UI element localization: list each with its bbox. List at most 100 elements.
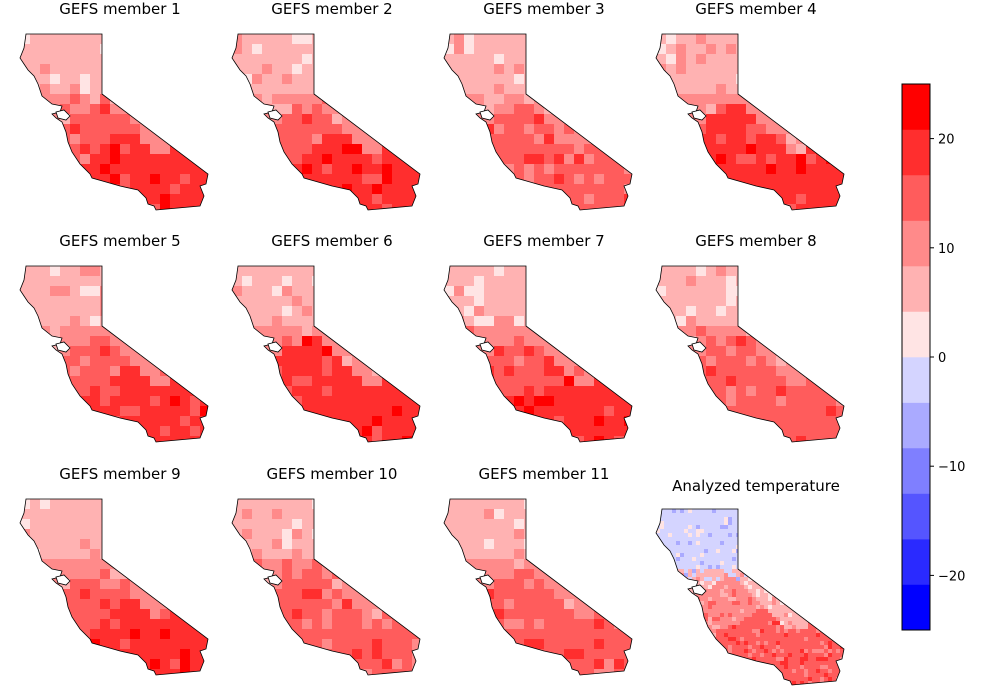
grid-cell <box>342 569 353 580</box>
grid-cell <box>712 537 717 542</box>
grid-cell <box>816 144 827 155</box>
grid-cell <box>604 436 615 442</box>
grid-cell <box>30 174 41 185</box>
grid-cell <box>666 326 677 337</box>
grid-cell <box>30 579 41 590</box>
grid-cell <box>796 44 807 55</box>
grid-cell <box>200 114 208 125</box>
grid-cell <box>594 336 605 347</box>
grid-cell <box>232 114 243 125</box>
grid-cell <box>484 64 495 75</box>
grid-cell <box>302 84 313 95</box>
grid-cell <box>604 134 615 145</box>
grid-cell <box>534 204 545 210</box>
grid-cell <box>80 639 91 650</box>
grid-cell <box>120 94 131 105</box>
grid-cell <box>804 553 809 558</box>
grid-cell <box>832 565 837 570</box>
grid-cell <box>656 436 667 442</box>
grid-cell <box>110 266 121 277</box>
grid-cell <box>614 296 625 307</box>
grid-cell <box>728 521 733 526</box>
grid-cell <box>604 316 615 327</box>
grid-cell <box>20 306 31 317</box>
grid-cell <box>180 336 191 347</box>
grid-cell <box>504 346 515 357</box>
grid-cell <box>110 669 121 675</box>
grid-cell <box>40 499 51 510</box>
grid-cell <box>150 54 161 65</box>
grid-cell <box>140 184 151 195</box>
grid-cell <box>120 376 131 387</box>
grid-cell <box>806 336 817 347</box>
grid-cell <box>312 659 323 670</box>
grid-cell <box>836 557 841 562</box>
state-map <box>231 265 421 443</box>
grid-cell <box>494 124 505 135</box>
grid-cell <box>342 326 353 337</box>
grid-cell <box>40 609 51 620</box>
grid-cell <box>262 499 273 510</box>
grid-cell <box>130 436 141 442</box>
grid-cell <box>140 356 151 367</box>
grid-cell <box>232 44 243 55</box>
grid-cell <box>50 296 61 307</box>
grid-cell <box>372 266 383 277</box>
grid-cell <box>322 94 333 105</box>
grid-cell <box>594 386 605 397</box>
grid-cell <box>140 266 151 277</box>
grid-cell <box>140 609 151 620</box>
grid-cell <box>656 541 661 546</box>
grid-cell <box>120 194 131 205</box>
grid-cell <box>80 266 91 277</box>
grid-cell <box>614 214 625 225</box>
grid-cell <box>836 356 844 367</box>
grid-cell <box>716 356 727 367</box>
grid-cell <box>846 346 857 357</box>
grid-cell <box>302 446 313 457</box>
grid-cell <box>302 426 313 437</box>
grid-cell <box>836 525 841 530</box>
grid-cell <box>812 565 817 570</box>
grid-cell <box>594 184 605 195</box>
grid-cell <box>210 406 221 417</box>
grid-cell <box>604 74 615 85</box>
grid-cell <box>716 569 721 574</box>
grid-cell <box>210 326 221 337</box>
grid-cell <box>180 164 191 175</box>
grid-cell <box>494 416 505 427</box>
grid-cell <box>494 519 505 530</box>
grid-cell <box>494 679 505 690</box>
grid-cell <box>262 669 273 675</box>
grid-cell <box>604 194 615 205</box>
bay-outline <box>55 574 71 586</box>
grid-cell <box>392 529 403 540</box>
grid-cell <box>464 214 475 225</box>
grid-cell <box>70 579 81 590</box>
grid-cell <box>454 214 465 225</box>
grid-cell <box>604 639 615 650</box>
grid-cell <box>40 649 51 660</box>
grid-cell <box>474 154 485 165</box>
grid-cell <box>190 336 201 347</box>
grid-cell <box>574 316 585 327</box>
grid-cell <box>594 549 605 560</box>
grid-cell <box>524 74 535 85</box>
grid-cell <box>80 609 91 620</box>
grid-cell <box>464 124 475 135</box>
grid-cell <box>826 134 837 145</box>
grid-cell <box>474 44 485 55</box>
grid-cell <box>412 214 423 225</box>
grid-cell <box>422 639 433 650</box>
grid-cell <box>796 521 801 526</box>
grid-cell <box>524 396 535 407</box>
grid-cell <box>362 204 373 210</box>
grid-cell <box>554 316 565 327</box>
grid-cell <box>660 569 665 574</box>
grid-cell <box>584 376 595 387</box>
grid-cell <box>322 164 333 175</box>
grid-cell <box>614 649 625 660</box>
grid-cell <box>514 629 525 640</box>
grid-cell <box>332 499 343 510</box>
grid-cell <box>764 521 769 526</box>
